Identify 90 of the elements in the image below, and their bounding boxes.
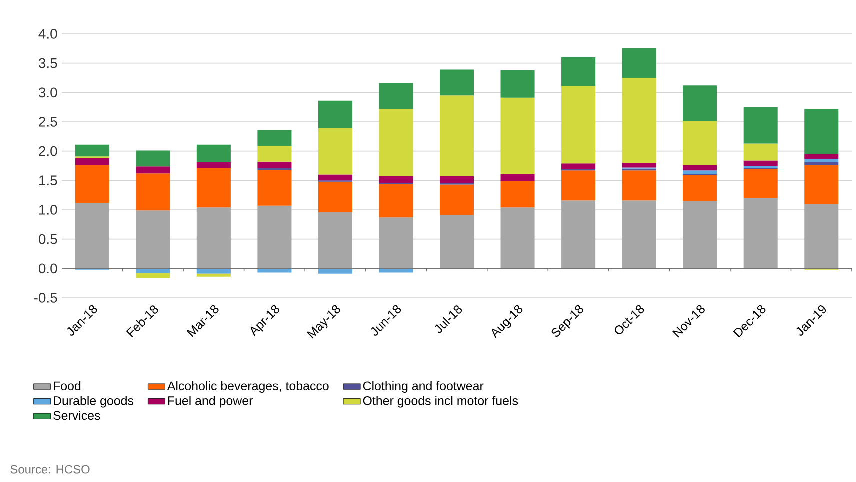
y-tick-label: -0.5 xyxy=(34,293,58,303)
bar xyxy=(379,218,414,269)
bar xyxy=(258,268,292,273)
bar xyxy=(75,165,110,203)
legend-label: Durable goods xyxy=(54,396,134,408)
bar xyxy=(683,170,718,174)
bar xyxy=(318,128,352,175)
bar xyxy=(318,174,352,181)
bar xyxy=(136,150,170,167)
bar xyxy=(744,107,778,144)
bar xyxy=(379,176,414,183)
bar xyxy=(379,83,414,110)
bar xyxy=(258,162,292,168)
bar xyxy=(440,70,474,96)
bar xyxy=(622,163,656,168)
bar xyxy=(318,268,352,274)
legend-label: Fuel and power xyxy=(168,396,253,408)
bar xyxy=(500,208,535,269)
bar xyxy=(136,174,170,211)
bar xyxy=(744,170,778,198)
legend-label: Other goods incl motor fuels xyxy=(363,396,518,408)
bar xyxy=(196,144,231,162)
legend-label: Clothing and footwear xyxy=(363,381,484,393)
bar xyxy=(75,144,110,157)
bar xyxy=(196,168,231,208)
bar xyxy=(622,78,656,164)
bar xyxy=(562,164,596,170)
bar xyxy=(318,100,352,128)
bar xyxy=(804,204,839,269)
bar xyxy=(136,166,170,174)
y-tick-label: 1.5 xyxy=(40,176,58,186)
bar xyxy=(562,86,596,164)
bar xyxy=(440,184,474,216)
bar xyxy=(75,158,110,166)
bar xyxy=(258,130,292,146)
legend-label: Services xyxy=(54,410,100,420)
bar xyxy=(75,202,110,269)
bar xyxy=(196,208,231,269)
bar xyxy=(622,48,656,78)
bar xyxy=(683,121,718,166)
y-tick-label: 4.0 xyxy=(38,29,58,39)
bar xyxy=(258,146,292,162)
bar xyxy=(683,165,718,171)
bar xyxy=(744,144,778,161)
bar xyxy=(196,274,231,277)
bar xyxy=(804,162,839,166)
legend-label: Food xyxy=(54,381,81,391)
bar xyxy=(379,268,414,273)
bar xyxy=(804,165,839,204)
bar xyxy=(379,109,414,177)
bar xyxy=(440,215,474,269)
bar xyxy=(196,268,231,274)
bar xyxy=(804,154,839,159)
bar xyxy=(622,200,656,269)
bar xyxy=(744,166,778,168)
bar xyxy=(562,200,596,269)
bar xyxy=(196,162,231,168)
y-tick-label: 2.0 xyxy=(39,146,58,156)
bar xyxy=(683,86,718,122)
bar xyxy=(683,175,718,202)
bar xyxy=(136,268,170,274)
y-tick-label: 1.0 xyxy=(40,205,58,215)
bar xyxy=(136,273,170,278)
y-tick-label: 0.0 xyxy=(38,264,58,274)
bar xyxy=(258,170,292,206)
bar xyxy=(440,176,474,183)
bar xyxy=(318,212,352,269)
legend-label: Alcoholic beverages, tobacco xyxy=(167,381,329,393)
source-note: Source: HCSO xyxy=(10,465,90,474)
y-tick-label: 3.0 xyxy=(38,88,58,98)
bar xyxy=(500,98,535,174)
bar xyxy=(804,158,839,162)
bar xyxy=(683,201,718,269)
bar xyxy=(500,181,535,208)
bar xyxy=(136,210,170,269)
bar xyxy=(440,96,474,177)
bar xyxy=(744,160,778,166)
y-tick-label: 3.5 xyxy=(38,58,58,68)
bar xyxy=(804,109,839,154)
bar xyxy=(318,182,352,212)
bar xyxy=(744,198,778,269)
bar xyxy=(258,206,292,269)
bar xyxy=(562,170,596,201)
bar xyxy=(500,70,535,98)
bar xyxy=(379,184,414,218)
bar xyxy=(500,174,535,182)
y-tick-label: 2.5 xyxy=(39,117,58,127)
bar xyxy=(622,170,656,201)
y-tick-label: 0.5 xyxy=(38,234,58,244)
bar xyxy=(562,57,596,86)
